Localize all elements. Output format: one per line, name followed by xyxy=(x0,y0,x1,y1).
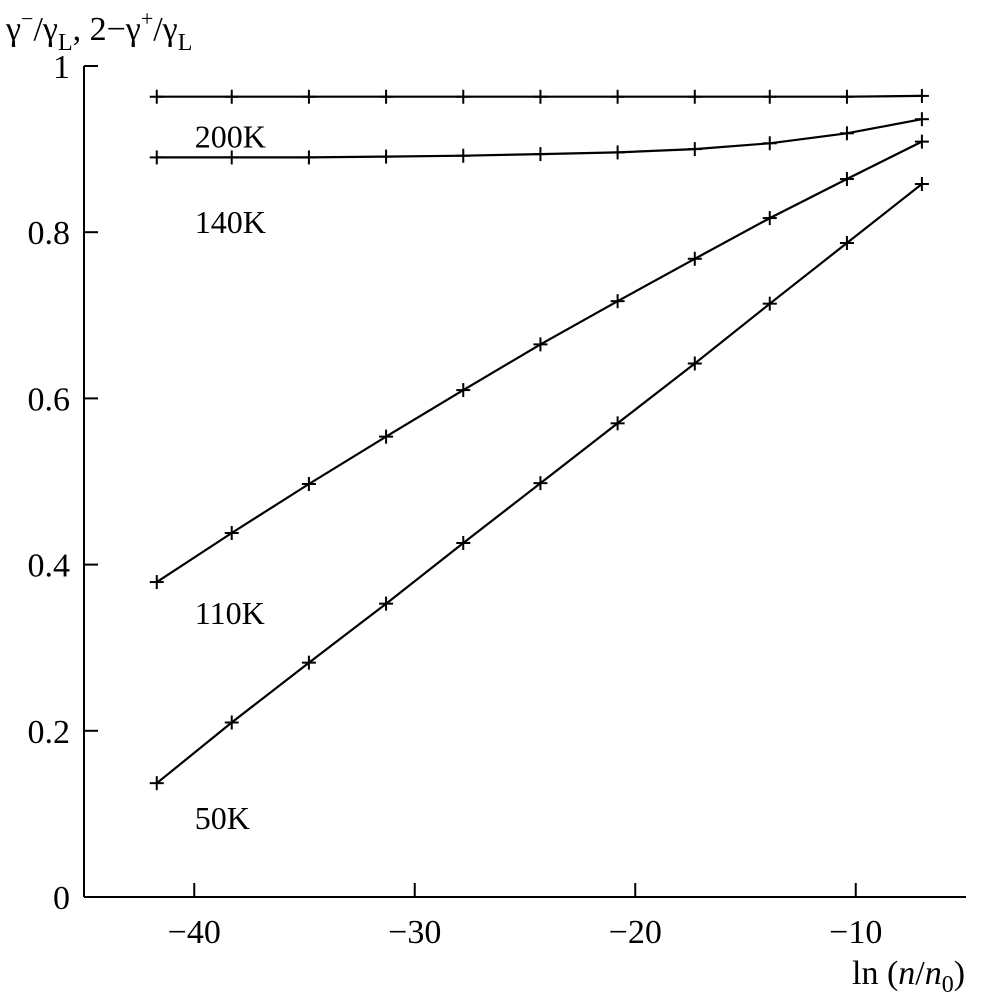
y-tick-label: 0.4 xyxy=(28,548,71,585)
x-label-slash: / xyxy=(915,955,925,992)
data-point-marker xyxy=(687,356,702,371)
data-point-marker xyxy=(533,89,548,104)
data-point-marker xyxy=(687,89,702,104)
data-point-marker xyxy=(149,150,164,165)
x-tick-label: −20 xyxy=(609,914,662,951)
series-110k xyxy=(149,134,929,590)
x-label-close: ) xyxy=(954,955,965,992)
data-point-marker xyxy=(762,296,777,311)
data-point-marker xyxy=(914,112,929,127)
series-group xyxy=(149,88,929,791)
data-point-marker xyxy=(762,136,777,151)
y-label-gamma-minus: γ xyxy=(5,11,21,48)
data-point-marker xyxy=(301,150,316,165)
data-point-marker xyxy=(533,476,548,491)
series-label: 200K xyxy=(195,119,266,155)
series-line xyxy=(156,118,923,159)
x-ticks: −40 −30 −20 −10 xyxy=(168,883,882,951)
y-label-sub-l1: L xyxy=(58,30,73,56)
data-point-marker xyxy=(456,535,471,550)
x-tick-label: −40 xyxy=(168,914,221,951)
data-point-marker xyxy=(224,715,239,730)
data-point-marker xyxy=(610,145,625,160)
data-point-marker xyxy=(687,251,702,266)
series-label: 140K xyxy=(195,204,266,240)
data-point-marker xyxy=(379,429,394,444)
data-point-marker xyxy=(224,150,239,165)
data-point-marker xyxy=(610,89,625,104)
data-point-marker xyxy=(149,89,164,104)
y-label-plus-sup: + xyxy=(141,6,153,31)
y-label-sub-l2: L xyxy=(178,30,193,56)
y-label-comma: , 2−γ xyxy=(73,11,141,48)
data-point-marker xyxy=(610,416,625,431)
y-tick-label: 1 xyxy=(53,49,70,86)
data-point-marker xyxy=(839,126,854,141)
y-tick-label: 0.2 xyxy=(28,714,71,751)
data-point-marker xyxy=(456,383,471,398)
data-point-marker xyxy=(224,526,239,541)
data-point-marker xyxy=(456,148,471,163)
series-label: 110K xyxy=(195,595,265,631)
data-point-marker xyxy=(533,147,548,162)
data-point-marker xyxy=(149,575,164,590)
y-axis-label: γ−/γL, 2−γ+/γL xyxy=(5,6,192,56)
data-point-marker xyxy=(301,655,316,670)
x-tick-label: −30 xyxy=(388,914,441,951)
series-line xyxy=(156,140,923,584)
y-label-slash2: /γ xyxy=(153,11,177,48)
y-tick-label: 0 xyxy=(53,880,70,917)
series-labels: 200K 140K 110K 50K xyxy=(195,119,266,836)
data-point-marker xyxy=(379,149,394,164)
x-tick-label: −10 xyxy=(829,914,882,951)
data-point-marker xyxy=(762,211,777,226)
axes xyxy=(83,66,966,898)
x-label-sub0: 0 xyxy=(942,972,954,996)
data-point-marker xyxy=(839,89,854,104)
data-point-marker xyxy=(301,89,316,104)
x-label-n: n xyxy=(898,955,915,992)
x-axis-label: ln (n/n0) xyxy=(852,955,965,996)
x-label-n0: n xyxy=(925,955,942,992)
series-50k xyxy=(149,177,929,791)
y-label-slash1: /γ xyxy=(33,11,57,48)
data-point-marker xyxy=(914,88,929,103)
x-label-ln: ln ( xyxy=(852,955,898,992)
y-label-minus-sup: − xyxy=(21,6,33,31)
data-point-marker xyxy=(149,776,164,791)
data-point-marker xyxy=(456,89,471,104)
data-point-marker xyxy=(839,172,854,187)
data-point-marker xyxy=(301,476,316,491)
data-point-marker xyxy=(687,142,702,157)
data-point-marker xyxy=(224,89,239,104)
series-140k xyxy=(149,112,929,165)
data-point-marker xyxy=(533,337,548,352)
data-point-marker xyxy=(379,89,394,104)
data-point-marker xyxy=(379,596,394,611)
data-point-marker xyxy=(839,236,854,251)
series-label: 50K xyxy=(195,800,250,836)
y-tick-label: 0.8 xyxy=(28,215,71,252)
y-ticks: 0 0.2 0.4 0.6 0.8 1 xyxy=(28,49,98,917)
data-point-marker xyxy=(914,177,929,192)
series-200k xyxy=(149,88,929,104)
data-point-marker xyxy=(914,134,929,149)
data-point-marker xyxy=(762,89,777,104)
y-tick-label: 0.6 xyxy=(28,381,71,418)
data-point-marker xyxy=(610,294,625,309)
